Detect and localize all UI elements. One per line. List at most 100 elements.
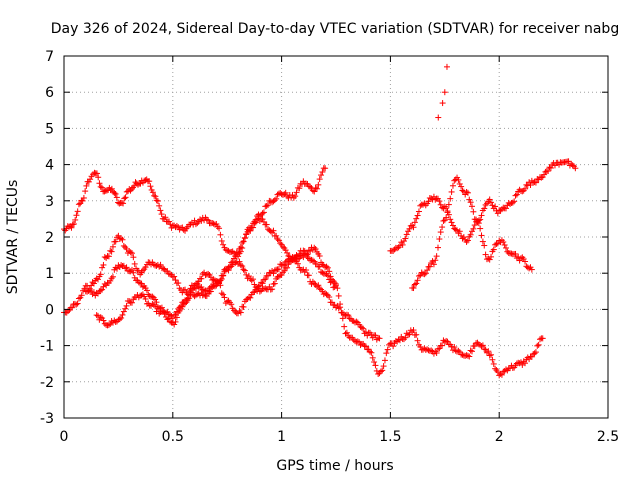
data-point (315, 181, 322, 188)
data-point (263, 221, 270, 228)
data-point (463, 238, 470, 245)
data-point (447, 216, 454, 223)
data-point (156, 202, 163, 209)
data-point (517, 359, 524, 366)
data-point (118, 262, 125, 269)
data-point (335, 305, 342, 312)
data-point (75, 295, 82, 302)
data-point (269, 286, 276, 293)
data-point (522, 258, 529, 265)
data-point (315, 282, 322, 289)
y-tick-label: 7 (45, 49, 54, 65)
data-point (93, 312, 100, 319)
data-point (448, 219, 455, 226)
data-point (459, 187, 466, 194)
data-point (503, 205, 509, 212)
data-point (113, 194, 120, 201)
data-point (429, 258, 436, 265)
data-point (440, 217, 447, 224)
data-point (167, 271, 174, 278)
data-point (428, 347, 435, 354)
data-point (522, 360, 529, 367)
data-point (292, 193, 299, 200)
data-point (248, 277, 255, 284)
data-point (97, 183, 104, 190)
data-point (199, 292, 206, 299)
data-point (105, 253, 112, 260)
x-tick-label: 1.5 (379, 429, 401, 445)
data-point (300, 247, 307, 254)
data-point (296, 255, 303, 262)
data-point (478, 343, 485, 350)
data-point (119, 311, 126, 318)
data-point (376, 335, 383, 342)
data-point (95, 312, 101, 319)
y-tick-label: 4 (45, 158, 54, 174)
data-point (339, 315, 346, 322)
data-point (377, 368, 384, 375)
data-point (528, 353, 535, 360)
data-point (270, 227, 277, 234)
data-point (127, 268, 134, 275)
data-point (371, 359, 378, 366)
data-point (532, 179, 539, 186)
data-point (217, 277, 224, 284)
data-point (494, 210, 501, 217)
data-point (282, 258, 289, 265)
data-point (74, 300, 81, 307)
data-point (205, 270, 212, 277)
data-point (87, 176, 94, 183)
data-point (240, 238, 247, 245)
data-point (467, 199, 474, 206)
data-point (180, 226, 187, 233)
data-point (452, 226, 459, 233)
data-point (129, 299, 135, 306)
data-point (293, 189, 300, 196)
data-point (152, 296, 159, 303)
data-point (84, 288, 91, 295)
data-point (222, 246, 229, 253)
data-point (100, 283, 107, 290)
data-point (460, 234, 467, 241)
data-point (99, 286, 106, 293)
data-point (381, 357, 388, 364)
data-point (198, 275, 205, 282)
data-point (101, 254, 108, 261)
data-point (444, 338, 451, 345)
data-point (97, 287, 104, 294)
data-point (218, 237, 225, 244)
data-point (101, 280, 108, 287)
x-tick-label: 2 (495, 429, 504, 445)
data-point (481, 205, 488, 212)
data-point (303, 267, 310, 274)
data-point (97, 271, 104, 278)
data-point (488, 199, 495, 206)
data-point (231, 250, 237, 257)
data-point (398, 239, 405, 246)
data-point (119, 236, 126, 243)
y-tick-label: -2 (40, 375, 54, 391)
data-point (357, 342, 364, 349)
data-point (273, 232, 280, 239)
data-point (384, 346, 391, 353)
data-point (479, 342, 486, 349)
data-point (225, 267, 232, 274)
data-point (237, 262, 244, 269)
data-point (362, 343, 369, 350)
data-point (353, 318, 360, 325)
data-point (158, 211, 165, 218)
data-point (120, 200, 127, 207)
data-point (372, 362, 379, 369)
data-point (243, 231, 250, 238)
data-point (481, 242, 488, 249)
data-point (535, 341, 542, 348)
data-point (421, 271, 428, 278)
data-point (192, 285, 199, 292)
data-point (456, 348, 463, 355)
data-point (207, 288, 214, 295)
data-point (323, 291, 330, 298)
data-point (123, 302, 130, 309)
data-point (173, 308, 180, 315)
data-point (143, 287, 150, 294)
data-point (435, 114, 442, 121)
